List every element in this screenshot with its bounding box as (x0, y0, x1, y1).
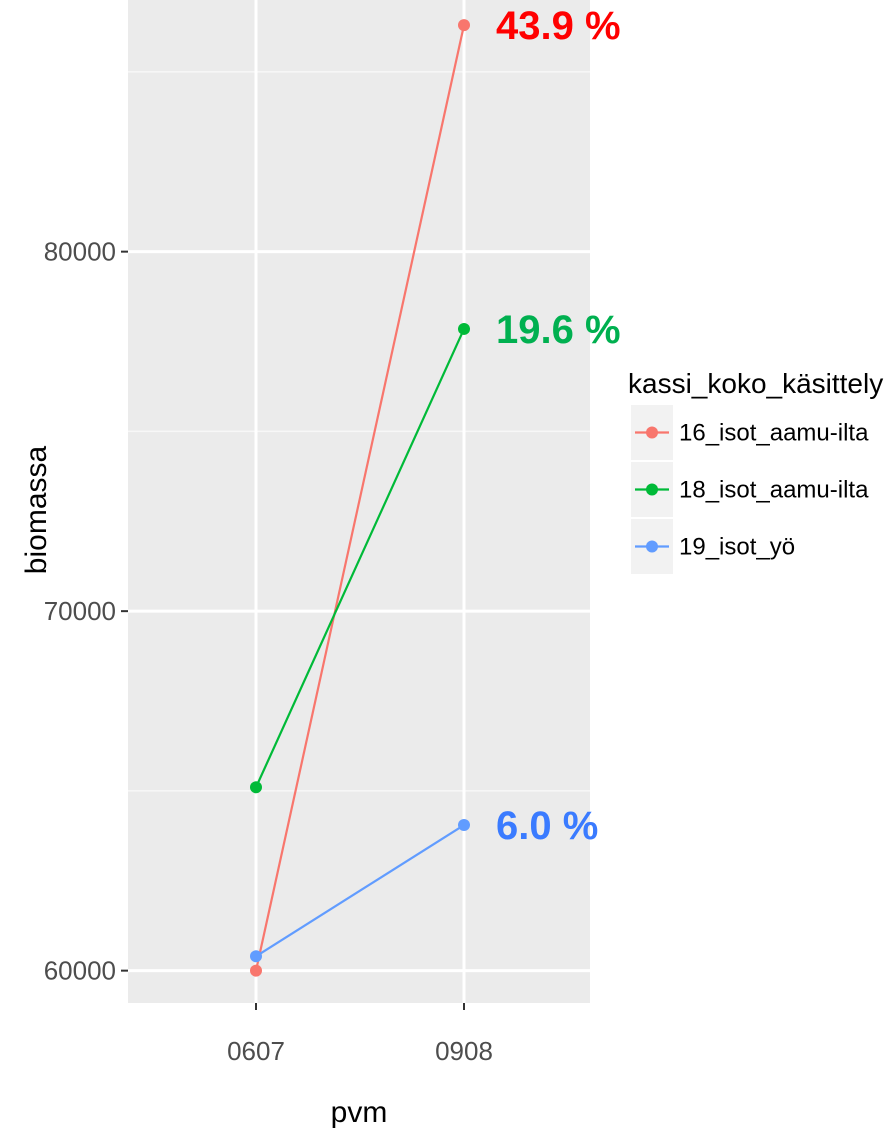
annotation-label: 19.6 % (496, 308, 621, 352)
y-axis: 60000 70000 80000 (44, 237, 128, 986)
legend-key-point (646, 427, 658, 439)
x-tick-label: 0908 (435, 1036, 493, 1066)
legend-label: 18_isot_aamu-ilta (679, 477, 869, 504)
legend: kassi_koko_käsittely 16_isot_aamu-ilta 18… (628, 368, 883, 574)
x-tick-label: 0607 (227, 1036, 285, 1066)
data-point (458, 819, 470, 831)
legend-title: kassi_koko_käsittely (628, 368, 883, 399)
data-point (458, 19, 470, 31)
legend-label: 16_isot_aamu-ilta (679, 420, 869, 447)
data-point (250, 965, 262, 977)
y-tick-label: 80000 (44, 237, 116, 267)
legend-label: 19_isot_yö (679, 534, 795, 561)
legend-key-point (646, 484, 658, 496)
data-point (458, 323, 470, 335)
legend-items: 16_isot_aamu-ilta 18_isot_aamu-ilta 19_iso… (631, 405, 869, 574)
data-point (250, 950, 262, 962)
annotation-label: 6.0 % (496, 804, 598, 848)
x-axis: 0607 0908 (227, 1003, 493, 1066)
y-tick-label: 70000 (44, 596, 116, 626)
data-point (250, 781, 262, 793)
y-tick-label: 60000 (44, 956, 116, 986)
annotation-label: 43.9 % (496, 4, 621, 48)
legend-key-point (646, 541, 658, 553)
x-axis-title: pvm (331, 1096, 388, 1129)
y-axis-title: biomassa (20, 445, 53, 574)
